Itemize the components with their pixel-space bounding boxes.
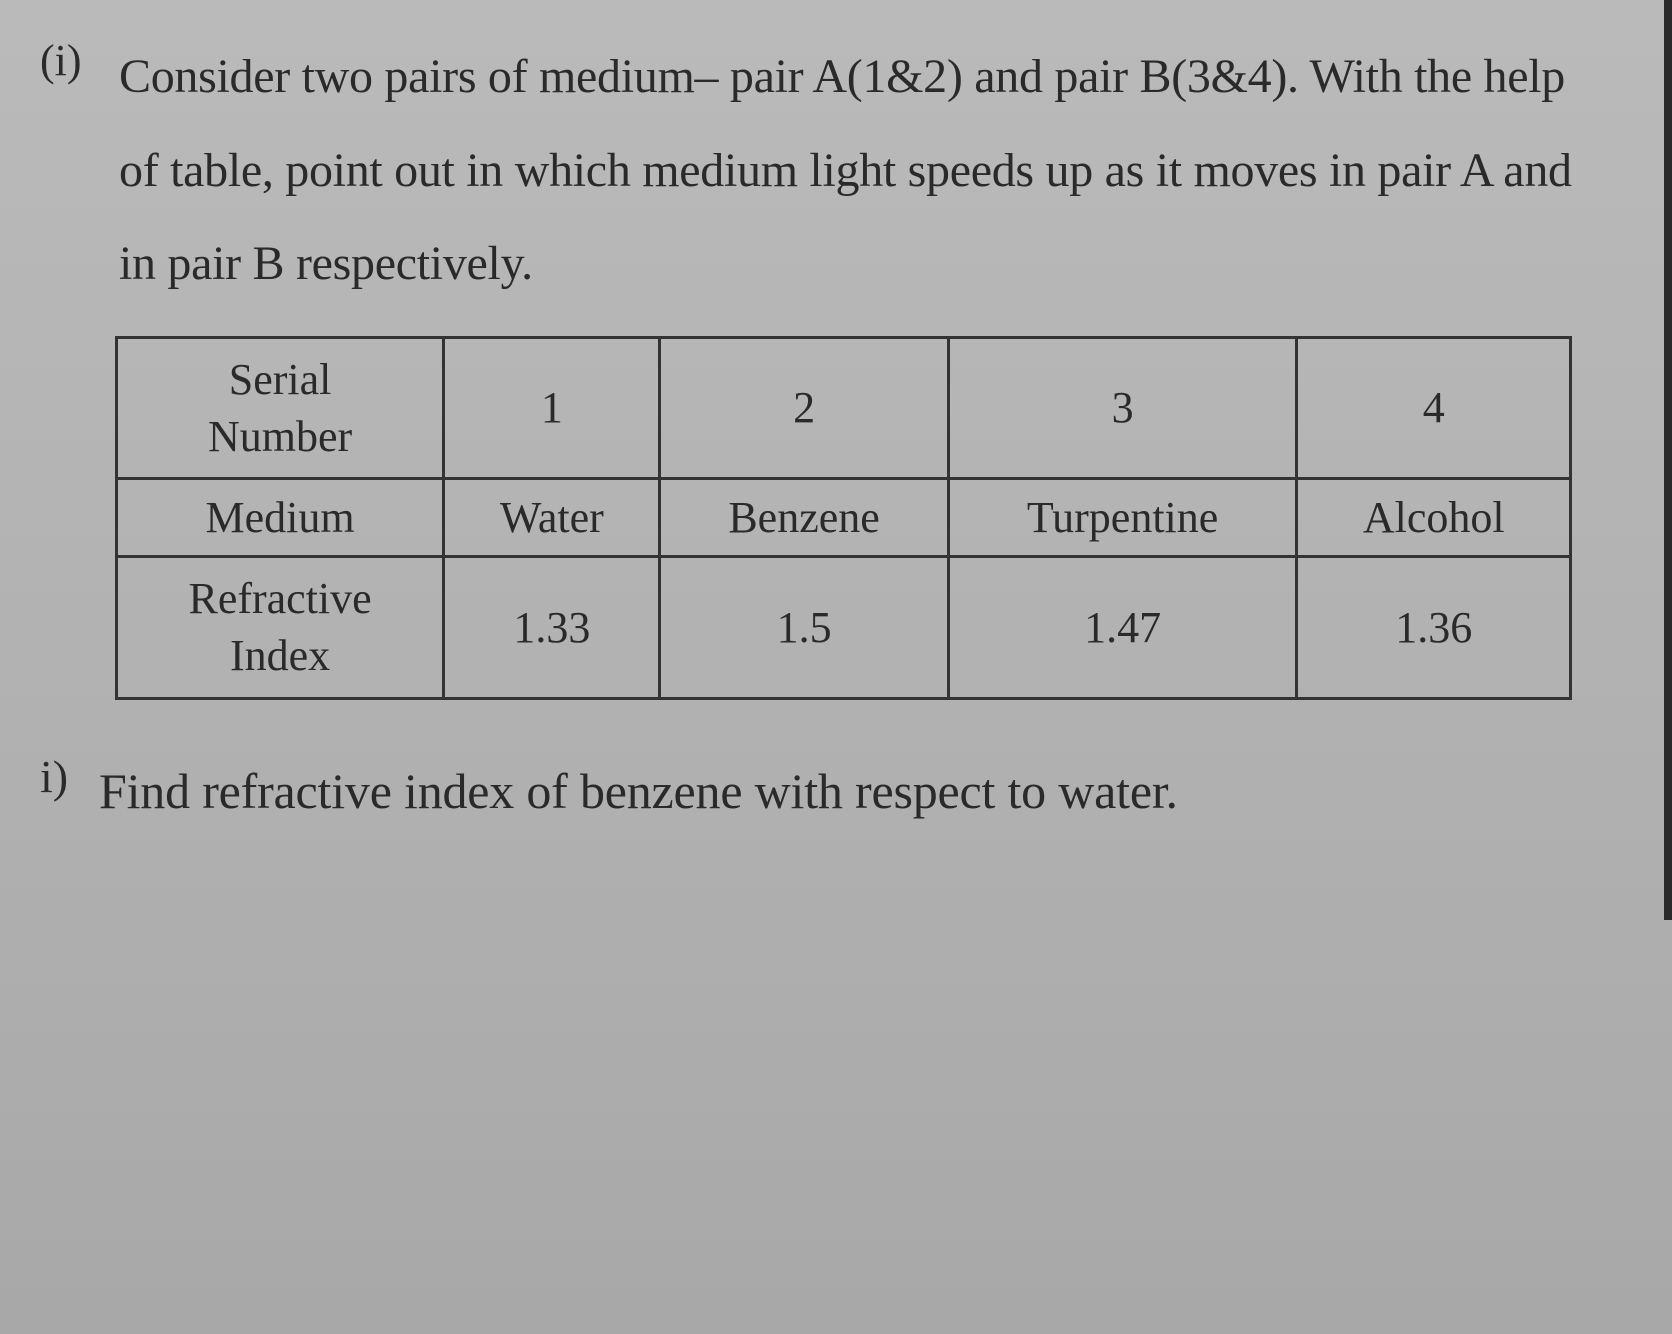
table-row: Serial Number 1 2 3 4 xyxy=(117,337,1571,478)
question-1-body: Consider two pairs of medium– pair A(1&2… xyxy=(119,30,1586,311)
table-cell: 1.33 xyxy=(444,557,660,698)
table-cell: Benzene xyxy=(660,479,948,557)
row-header-line: Index xyxy=(230,631,330,680)
question-1-text: Consider two pairs of medium– pair A(1&2… xyxy=(119,30,1586,311)
table-cell: 3 xyxy=(948,337,1297,478)
page-right-margin-line xyxy=(1664,0,1672,920)
question-2-label: i) xyxy=(40,745,95,803)
question-2-body: Find refractive index of benzene with re… xyxy=(99,745,1591,838)
refractive-index-table: Serial Number 1 2 3 4 Medium Water Benze… xyxy=(115,336,1572,700)
table-cell: 1 xyxy=(444,337,660,478)
question-2-block: i) Find refractive index of benzene with… xyxy=(40,745,1592,838)
table-cell: Alcohol xyxy=(1297,479,1571,557)
table-row: Medium Water Benzene Turpentine Alcohol xyxy=(117,479,1571,557)
question-1-label: (i) xyxy=(40,30,115,86)
refractive-index-table-wrapper: Serial Number 1 2 3 4 Medium Water Benze… xyxy=(115,336,1572,700)
table-cell: 1.47 xyxy=(948,557,1297,698)
question-1-block: (i) Consider two pairs of medium– pair A… xyxy=(40,30,1592,311)
table-cell: Turpentine xyxy=(948,479,1297,557)
table-cell: 1.36 xyxy=(1297,557,1571,698)
row-header-refractive: Refractive Index xyxy=(117,557,444,698)
row-header-medium: Medium xyxy=(117,479,444,557)
table-cell: 2 xyxy=(660,337,948,478)
table-cell: 4 xyxy=(1297,337,1571,478)
row-header-line: Number xyxy=(208,412,352,461)
table-row: Refractive Index 1.33 1.5 1.47 1.36 xyxy=(117,557,1571,698)
question-2-text: Find refractive index of benzene with re… xyxy=(99,745,1591,838)
row-header-serial: Serial Number xyxy=(117,337,444,478)
row-header-line: Refractive xyxy=(188,574,371,623)
table-cell: Water xyxy=(444,479,660,557)
table-cell: 1.5 xyxy=(660,557,948,698)
row-header-line: Serial xyxy=(229,355,332,404)
